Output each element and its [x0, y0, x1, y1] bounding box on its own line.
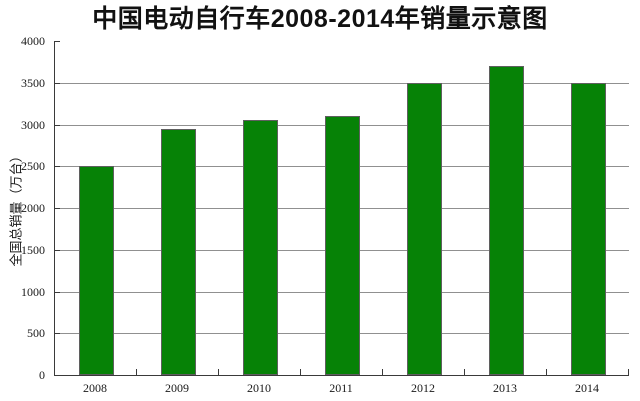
x-tick-label: 2008: [83, 381, 107, 395]
y-tick-mark: [55, 41, 60, 42]
x-tick-label: 2010: [247, 381, 271, 395]
y-tick-label: 1500: [21, 242, 45, 257]
x-tick-label: 2012: [411, 381, 435, 395]
bar: [242, 120, 278, 375]
y-tick-mark: [55, 249, 60, 251]
x-tick-label: 2011: [329, 381, 353, 395]
y-tick-label: 500: [27, 326, 45, 341]
bar: [406, 83, 442, 375]
gridline: [55, 82, 629, 84]
x-tick-label: 2014: [575, 381, 599, 395]
y-tick-label: 1000: [21, 284, 45, 299]
y-tick-mark: [55, 333, 60, 335]
bar: [570, 83, 606, 375]
x-tick-mark: [218, 369, 219, 375]
y-tick-label: 4000: [21, 34, 45, 48]
y-tick-label: 3000: [21, 117, 45, 132]
y-tick-mark: [55, 208, 60, 209]
x-tick-label: 2009: [165, 381, 189, 395]
y-tick-label: 0: [39, 368, 45, 382]
y-tick-mark: [55, 166, 60, 168]
bar: [324, 116, 360, 375]
y-tick-mark: [55, 124, 60, 126]
bar: [160, 129, 196, 375]
x-tick-mark: [300, 369, 301, 375]
y-tick-label: 3500: [21, 75, 45, 90]
y-tick-label: 2500: [21, 159, 45, 174]
chart-title: 中国电动自行车2008-2014年销量示意图: [92, 5, 548, 33]
plot-area: [54, 41, 629, 376]
y-tick-mark: [55, 291, 60, 293]
x-tick-mark: [136, 369, 137, 375]
bar: [78, 166, 114, 375]
x-tick-mark: [546, 369, 547, 375]
x-tick-label: 2013: [493, 381, 517, 395]
y-tick-mark: [55, 82, 60, 84]
bar: [488, 66, 524, 375]
x-tick-mark: [628, 369, 629, 375]
x-tick-mark: [464, 369, 465, 375]
y-tick-label: 2000: [21, 201, 45, 215]
x-tick-mark: [382, 369, 383, 375]
